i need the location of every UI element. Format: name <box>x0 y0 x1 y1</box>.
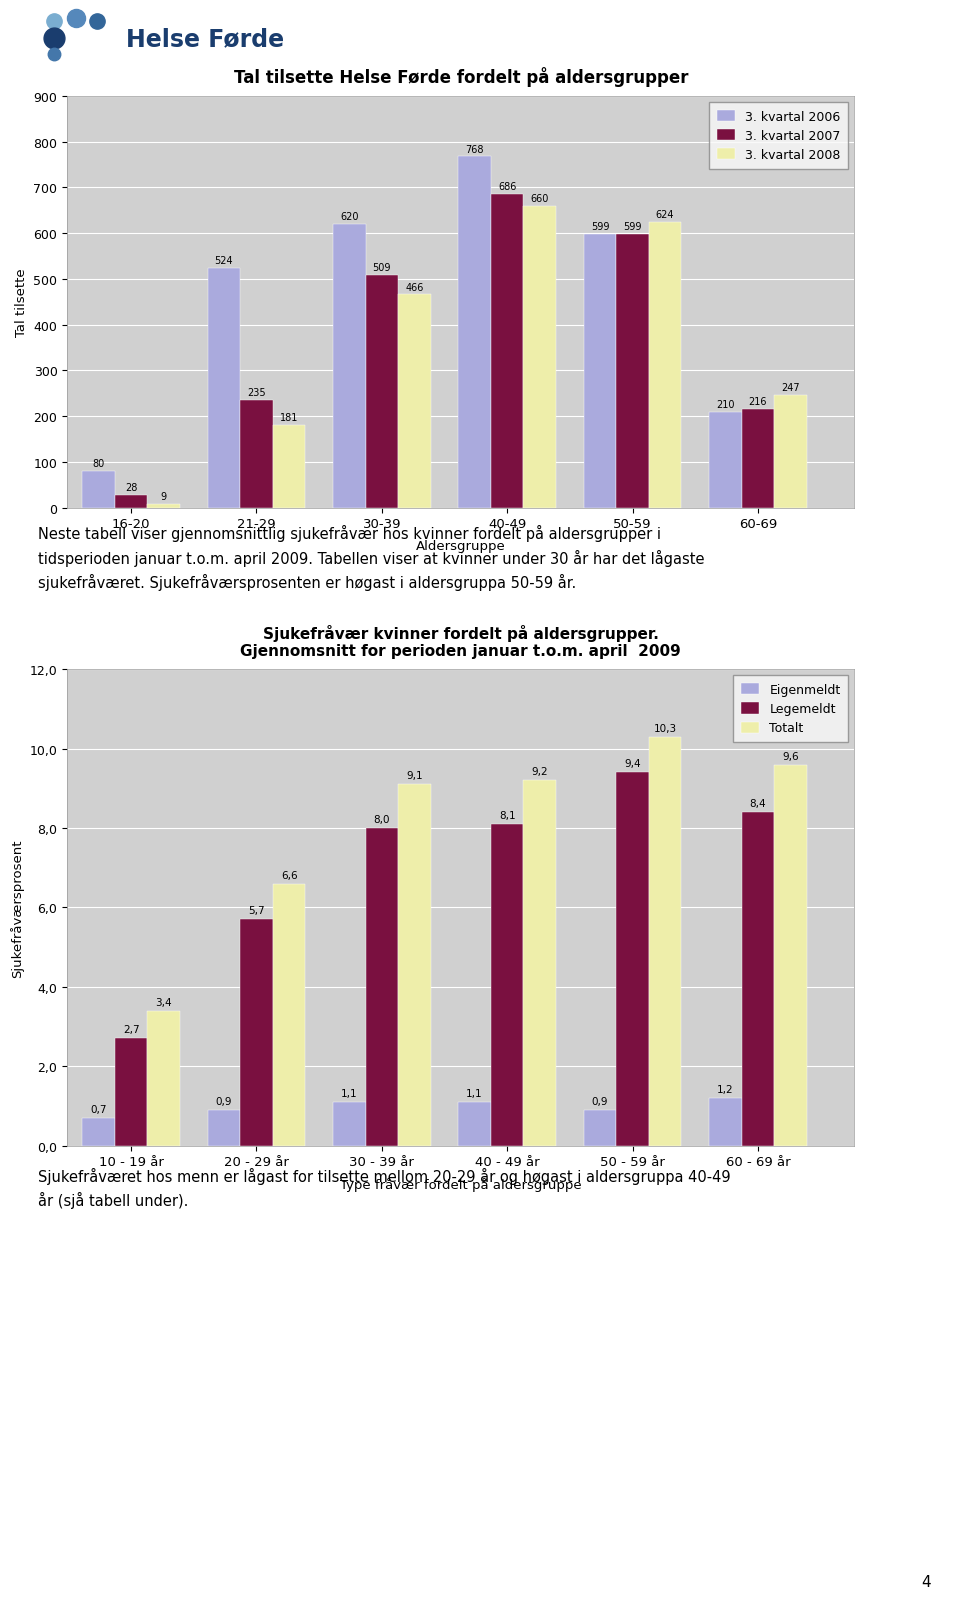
Text: 216: 216 <box>749 397 767 407</box>
X-axis label: Aldersgruppe: Aldersgruppe <box>416 539 506 552</box>
Bar <box>709 413 741 508</box>
Text: 6,6: 6,6 <box>280 870 298 880</box>
Text: 5,7: 5,7 <box>249 905 265 915</box>
Bar <box>741 410 774 508</box>
Bar <box>148 1010 180 1146</box>
Text: 768: 768 <box>466 145 484 155</box>
Text: 4: 4 <box>922 1574 931 1590</box>
Text: 10,3: 10,3 <box>654 723 677 733</box>
Text: 3,4: 3,4 <box>156 997 172 1007</box>
Text: 235: 235 <box>247 389 266 399</box>
Bar <box>273 426 305 508</box>
Text: 1,2: 1,2 <box>717 1085 733 1094</box>
Bar <box>774 395 806 508</box>
Bar <box>148 504 180 508</box>
Text: Helse Førde: Helse Førde <box>126 27 284 52</box>
Bar <box>366 828 398 1146</box>
Text: 524: 524 <box>215 257 233 266</box>
Y-axis label: Sjukefråværsprosent: Sjukefråværsprosent <box>10 839 24 976</box>
Bar <box>115 1039 148 1146</box>
Text: 9: 9 <box>160 492 167 502</box>
Bar <box>523 781 556 1146</box>
Text: 509: 509 <box>372 263 391 273</box>
Bar <box>584 234 616 508</box>
Y-axis label: Tal tilsette: Tal tilsette <box>15 268 28 337</box>
Bar <box>458 1102 491 1146</box>
Text: 181: 181 <box>280 413 299 423</box>
Text: 210: 210 <box>716 400 734 410</box>
Bar <box>491 195 523 508</box>
Bar <box>240 920 273 1146</box>
Text: 1,1: 1,1 <box>467 1088 483 1098</box>
Text: 9,6: 9,6 <box>782 751 799 762</box>
Text: 686: 686 <box>498 182 516 192</box>
Bar <box>83 471 115 508</box>
Text: 1,1: 1,1 <box>341 1088 357 1098</box>
Title: Tal tilsette Helse Førde fordelt på aldersgrupper: Tal tilsette Helse Førde fordelt på alde… <box>233 68 688 87</box>
Text: 247: 247 <box>781 383 800 392</box>
Bar <box>207 1110 240 1146</box>
Bar <box>458 157 491 508</box>
Text: 9,2: 9,2 <box>532 767 548 776</box>
Bar <box>398 784 431 1146</box>
Bar <box>649 738 682 1146</box>
Text: 8,1: 8,1 <box>499 810 516 820</box>
Bar <box>523 207 556 508</box>
Text: 9,1: 9,1 <box>406 771 422 781</box>
Bar <box>240 400 273 508</box>
Bar <box>333 1102 366 1146</box>
Text: 624: 624 <box>656 210 674 221</box>
Bar <box>207 270 240 508</box>
Bar <box>398 295 431 508</box>
Text: 660: 660 <box>531 194 549 203</box>
Text: Neste tabell viser gjennomsnittlig sjukefråvær hos kvinner fordelt på aldersgrup: Neste tabell viser gjennomsnittlig sjuke… <box>38 525 705 591</box>
Text: 80: 80 <box>92 458 105 470</box>
Bar <box>649 223 682 508</box>
Bar <box>333 224 366 508</box>
Legend: 3. kvartal 2006, 3. kvartal 2007, 3. kvartal 2008: 3. kvartal 2006, 3. kvartal 2007, 3. kva… <box>709 103 848 169</box>
Text: 8,0: 8,0 <box>373 815 390 825</box>
Text: 8,4: 8,4 <box>750 799 766 809</box>
Text: 0,9: 0,9 <box>591 1096 609 1106</box>
X-axis label: Type fråvær fordelt på aldersgruppe: Type fråvær fordelt på aldersgruppe <box>340 1177 582 1191</box>
Legend: Eigenmeldt, Legemeldt, Totalt: Eigenmeldt, Legemeldt, Totalt <box>733 676 848 742</box>
Text: 28: 28 <box>125 483 137 492</box>
Bar <box>616 234 649 508</box>
Bar <box>273 884 305 1146</box>
Text: 620: 620 <box>340 211 358 223</box>
Bar <box>83 1119 115 1146</box>
Bar <box>366 276 398 508</box>
Bar <box>774 765 806 1146</box>
Text: 2,7: 2,7 <box>123 1025 139 1035</box>
Bar <box>709 1098 741 1146</box>
Bar <box>491 825 523 1146</box>
Text: 599: 599 <box>590 221 610 232</box>
Text: Sjukefråværet hos menn er lågast for tilsette mellom 20-29 år og høgast i alders: Sjukefråværet hos menn er lågast for til… <box>38 1167 731 1209</box>
Text: 0,7: 0,7 <box>90 1104 107 1114</box>
Text: 0,9: 0,9 <box>216 1096 232 1106</box>
Text: 9,4: 9,4 <box>624 759 641 768</box>
Bar <box>741 813 774 1146</box>
Bar <box>616 773 649 1146</box>
Title: Sjukefråvær kvinner fordelt på aldersgrupper.
Gjennomsnitt for perioden januar t: Sjukefråvær kvinner fordelt på aldersgru… <box>240 625 682 659</box>
Bar <box>115 495 148 508</box>
Bar <box>584 1110 616 1146</box>
Text: 466: 466 <box>405 282 423 292</box>
Text: 599: 599 <box>623 221 642 232</box>
